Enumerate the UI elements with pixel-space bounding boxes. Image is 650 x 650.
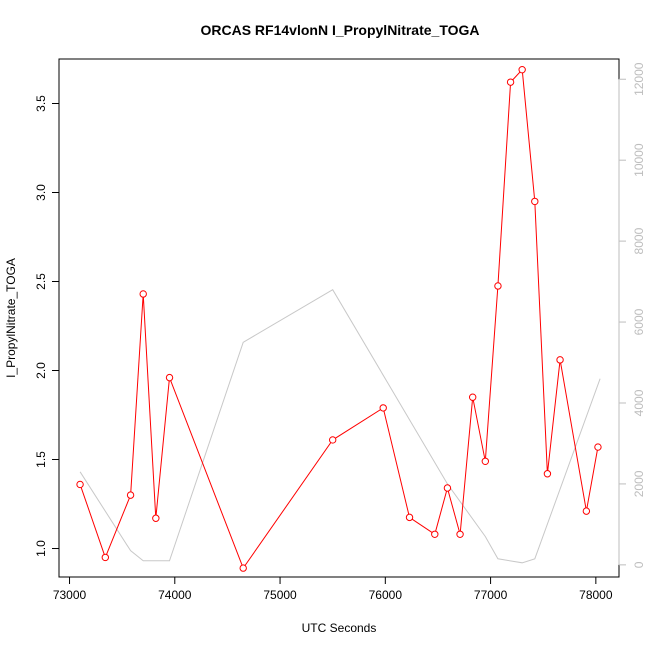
data-point — [239, 564, 247, 572]
x-tick-label: 74000 — [158, 588, 192, 602]
y2-tick-label: 8000 — [632, 227, 646, 254]
primary-series-line — [79, 68, 599, 570]
y-tick-label: 2.5 — [34, 273, 48, 290]
x-axis-label: UTC Seconds — [302, 621, 377, 635]
y-axis-label: I_PropylNitrate_TOGA — [4, 258, 18, 378]
data-point — [506, 78, 515, 86]
x-tick-label: 78000 — [579, 588, 613, 602]
y-tick-label: 2.0 — [34, 362, 48, 379]
data-point — [126, 491, 135, 499]
y2-tick-label: 6000 — [632, 308, 646, 335]
y-tick-label: 3.5 — [34, 95, 48, 112]
data-point — [468, 393, 477, 401]
y2-tick-label: 4000 — [632, 389, 646, 416]
data-point — [379, 404, 387, 412]
y-axis-left: 1.0 1.5 2.0 2.5 3.0 3.5 — [34, 95, 60, 557]
data-point — [76, 480, 84, 489]
data-point — [556, 356, 564, 364]
data-point — [531, 197, 539, 206]
data-point — [165, 373, 174, 382]
data-point — [328, 436, 337, 444]
x-tick-label: 76000 — [369, 588, 403, 602]
data-point — [101, 553, 110, 562]
y2-tick-label: 0 — [632, 561, 646, 568]
plot-frame — [58, 58, 620, 578]
data-point — [582, 507, 591, 515]
y-tick-label: 1.0 — [34, 540, 48, 557]
data-point — [481, 457, 490, 465]
data-point — [494, 282, 502, 290]
data-point — [443, 484, 452, 492]
secondary-series-line — [79, 289, 601, 564]
y2-tick-label: 2000 — [632, 470, 646, 497]
data-point — [139, 290, 147, 298]
y-axis-right: 0 2000 4000 6000 8000 10000 12000 — [618, 62, 646, 568]
x-axis: 73000 74000 75000 76000 77000 78000 — [53, 576, 613, 602]
y2-tick-label: 12000 — [632, 62, 646, 96]
data-point — [543, 470, 552, 478]
data-point — [594, 443, 602, 451]
y2-tick-label: 10000 — [632, 143, 646, 177]
x-tick-label: 75000 — [263, 588, 297, 602]
data-point — [431, 530, 439, 538]
data-point — [518, 65, 526, 74]
y-tick-label: 1.5 — [34, 451, 48, 468]
chart-title: ORCAS RF14vlonN I_PropylNitrate_TOGA — [200, 22, 479, 38]
data-point — [405, 513, 414, 522]
series-layer — [76, 65, 602, 572]
data-point — [456, 530, 464, 538]
y-tick-label: 3.0 — [34, 184, 48, 201]
x-tick-label: 77000 — [474, 588, 508, 602]
data-point — [152, 514, 160, 522]
x-tick-label: 73000 — [53, 588, 87, 602]
